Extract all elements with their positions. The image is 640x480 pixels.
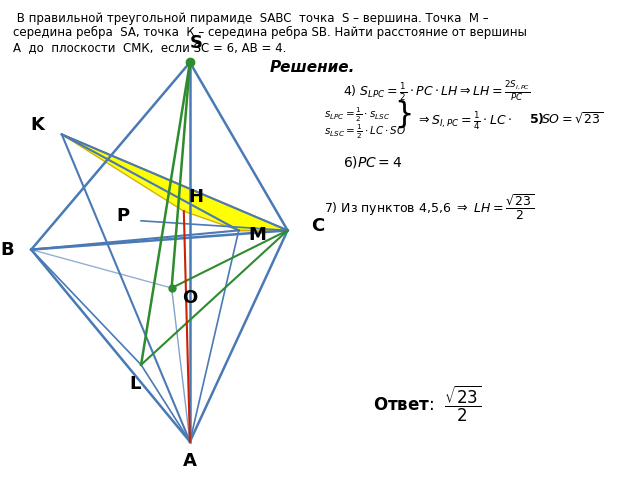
Text: A: A bbox=[183, 452, 197, 470]
Text: K: K bbox=[30, 116, 44, 134]
Polygon shape bbox=[61, 134, 287, 230]
Text: $\Rightarrow S_{I,PC} = \frac{1}{4} \cdot LC \cdot$: $\Rightarrow S_{I,PC} = \frac{1}{4} \cdo… bbox=[416, 110, 512, 132]
Text: 6)$PC=4$: 6)$PC=4$ bbox=[342, 154, 402, 169]
Text: $SO = \sqrt{23}$: $SO = \sqrt{23}$ bbox=[541, 111, 603, 127]
Text: $\mathbf{Ответ}$:  $\dfrac{\sqrt{23}}{2}$: $\mathbf{Ответ}$: $\dfrac{\sqrt{23}}{2}$ bbox=[373, 384, 481, 424]
Text: Решение.: Решение. bbox=[269, 60, 355, 75]
Text: C: C bbox=[312, 216, 324, 235]
Text: середина ребра  SA, точка  К – середина ребра SB. Найти расстояние от вершины: середина ребра SA, точка К – середина ре… bbox=[13, 26, 527, 39]
Text: O: O bbox=[182, 288, 198, 307]
Text: $s_{LSC}=\frac{1}{2}\cdot LC\cdot SO$: $s_{LSC}=\frac{1}{2}\cdot LC\cdot SO$ bbox=[324, 122, 406, 141]
Text: H: H bbox=[189, 188, 204, 206]
Text: M: M bbox=[248, 226, 266, 244]
Text: $\}$: $\}$ bbox=[394, 98, 412, 130]
Text: 7) Из пунктов 4,5,6 $\Rightarrow$ $LH = \dfrac{\sqrt{23}}{2}$: 7) Из пунктов 4,5,6 $\Rightarrow$ $LH = … bbox=[324, 192, 534, 222]
Text: А  до  плоскости  СМК,  если SC = 6, AB = 4.: А до плоскости СМК, если SC = 6, AB = 4. bbox=[13, 41, 286, 54]
Text: S: S bbox=[189, 34, 202, 52]
Text: В правильной треугольной пирамиде  SABC  точка  S – вершина. Точка  М –: В правильной треугольной пирамиде SABC т… bbox=[13, 12, 488, 25]
Text: $\mathbf{5)}$: $\mathbf{5)}$ bbox=[529, 111, 544, 126]
Text: B: B bbox=[0, 240, 13, 259]
Text: 4) $S_{LPC} = \frac{1}{2} \cdot PC \cdot LH \Rightarrow LH = \frac{2S_{I,PC}}{PC: 4) $S_{LPC} = \frac{1}{2} \cdot PC \cdot… bbox=[342, 79, 530, 103]
Text: L: L bbox=[129, 375, 141, 393]
Polygon shape bbox=[61, 134, 287, 230]
Text: $s_{LPC}=\frac{1}{2}\cdot s_{LSC}$: $s_{LPC}=\frac{1}{2}\cdot s_{LSC}$ bbox=[324, 106, 390, 124]
Text: P: P bbox=[116, 207, 129, 225]
